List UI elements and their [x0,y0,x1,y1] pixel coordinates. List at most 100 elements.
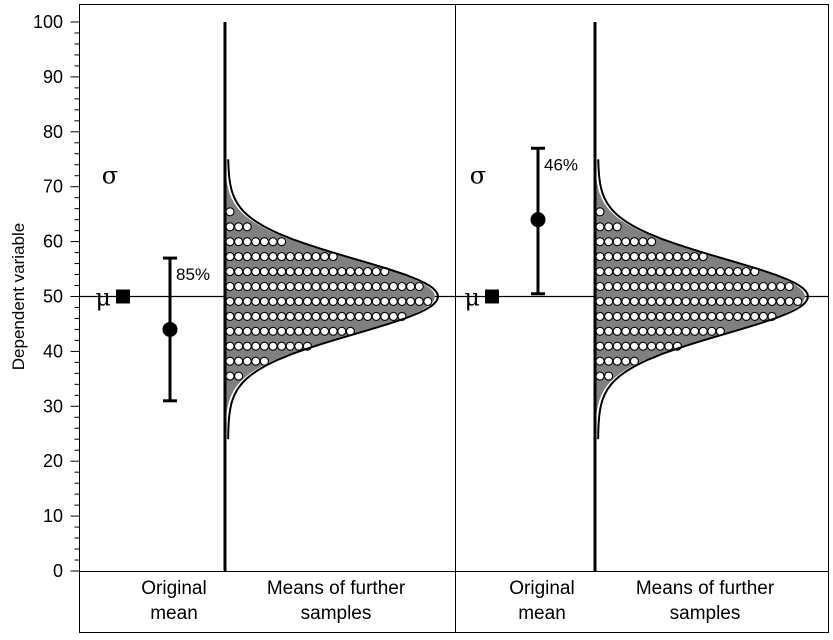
sample-mean-dot [604,341,614,351]
distribution-shade [225,153,435,429]
sample-mean-dot [707,326,717,336]
sample-mean-dot [242,326,252,336]
sample-mean-dot [268,281,278,292]
category-label-further-samples: Means of further [267,578,406,599]
sample-mean-dot [621,267,631,277]
sample-mean-dot [638,267,648,277]
sample-mean-dot [621,237,631,247]
sample-mean-dot [406,296,416,306]
sample-mean-dot [371,281,381,292]
sample-mean-dot [251,341,261,351]
sample-mean-dot [638,281,648,292]
sample-mean-dot [251,267,261,277]
sample-mean-dot [259,237,269,247]
sample-mean-dot [621,356,631,366]
sample-mean-dot [320,326,330,336]
sample-mean-dot [604,326,614,336]
sample-mean-dot [225,371,235,381]
sample-mean-dot [225,341,235,351]
sample-mean-dot [242,281,252,292]
sample-mean-dot [629,326,639,336]
sample-mean-dot [741,281,751,292]
sample-mean-dot [595,207,605,217]
sample-mean-dot [690,267,700,277]
sample-mean-dot [595,326,605,336]
panel-1: μ σ 85% Original mean Means of further samples [80,22,455,624]
sample-mean-dot [320,267,330,277]
sample-mean-dot [784,281,794,292]
y-tick-label: 0 [53,561,63,581]
sample-mean-dot [285,281,295,292]
sample-mean-dot [647,341,657,351]
sample-mean-dot [664,267,674,277]
sample-mean-dot [647,237,657,247]
sample-mean-dot [758,311,768,321]
sample-mean-dot [750,311,760,321]
sample-mean-dot [311,252,321,262]
sample-mean-dot [285,311,295,321]
sample-mean-dot [311,326,321,336]
sample-mean-dot [647,296,657,306]
sample-mean-dot [724,267,734,277]
sample-mean-dot [595,356,605,366]
sample-mean-dot [733,311,743,321]
sample-mean-dot [234,356,244,366]
sample-mean-dot [655,281,665,292]
sample-mean-dot [320,311,330,321]
sample-mean-dot [604,356,614,366]
sample-mean-dot [234,222,244,232]
sample-mean-dot [259,326,269,336]
sample-mean-dot [354,281,364,292]
sample-mean-dot [380,311,390,321]
sample-mean-dot [328,281,338,292]
sample-mean-dot [328,311,338,321]
sample-mean-dot [320,296,330,306]
sample-mean-dot [302,267,312,277]
sample-mean-dot [621,326,631,336]
sample-mean-dot [225,356,235,366]
sample-mean-dot [681,267,691,277]
sample-mean-dot [277,341,287,351]
sample-mean-dot [638,326,648,336]
sample-mean-dot [225,296,235,306]
sample-mean-dot [664,326,674,336]
sample-mean-dot [612,311,622,321]
category-label-original-mean: mean [518,603,566,624]
sample-mean-dot [363,311,373,321]
sample-mean-dot [406,281,416,292]
sample-mean-dot [621,341,631,351]
sample-mean-dot [388,311,398,321]
sample-mean-dot [784,296,794,306]
ci-capture-label: 85% [176,265,210,284]
sample-mean-dot [698,311,708,321]
sample-mean-dot [638,252,648,262]
y-tick-label: 40 [43,341,63,361]
sample-mean-dot [647,326,657,336]
sample-mean-dot [612,326,622,336]
sample-mean-dot [259,311,269,321]
sample-mean-dot [414,296,424,306]
sample-mean-dot [268,267,278,277]
y-tick-label: 10 [43,506,63,526]
sample-mean-dot [234,252,244,262]
sample-mean-dot [733,267,743,277]
sample-mean-dot [320,252,330,262]
sample-mean-dot [268,296,278,306]
sample-mean-dot [302,311,312,321]
sample-means-dots [595,207,803,381]
sample-mean-dot [397,296,407,306]
sample-mean-dot [629,267,639,277]
sample-mean-dot [363,267,373,277]
sample-mean-dot [302,326,312,336]
sample-mean-dot [337,296,347,306]
sample-mean-dot [638,296,648,306]
y-tick-label: 50 [43,287,63,307]
sample-mean-dot [259,252,269,262]
sample-mean-dot [604,252,614,262]
sample-mean-dot [354,296,364,306]
category-label-further-samples: samples [301,603,372,624]
sample-mean-dot [707,311,717,321]
mu-marker [116,289,130,304]
y-axis-title: Dependent variable [9,223,28,370]
y-tick-label: 30 [43,396,63,416]
